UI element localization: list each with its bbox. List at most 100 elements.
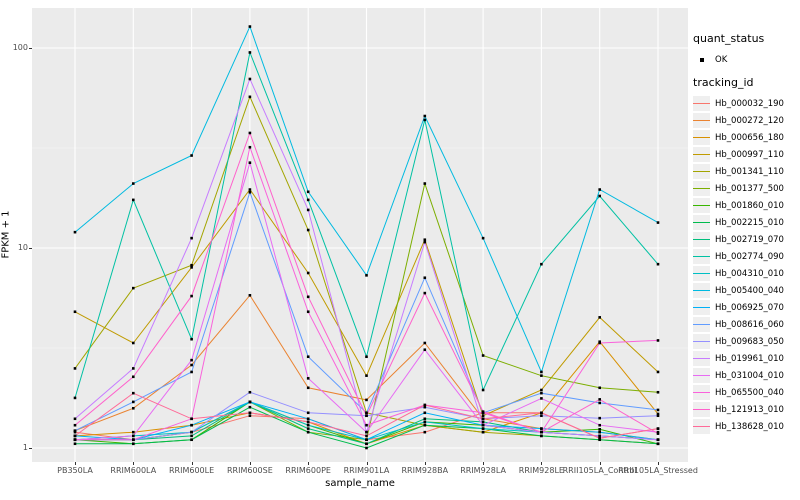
legend-label: Hb_002774_090 xyxy=(715,251,784,262)
legend-item-Hb_001377_500[interactable]: Hb_001377_500 xyxy=(693,180,799,197)
data-point xyxy=(598,188,601,191)
data-point xyxy=(656,412,660,416)
data-point xyxy=(540,397,543,400)
x-tick-label: RRIM928LE xyxy=(518,466,564,475)
data-point xyxy=(73,367,77,370)
legend-tracking-entries: Hb_000032_190 Hb_000272_120 Hb_000656_180 H… xyxy=(693,95,799,435)
legend-item-Hb_002719_070[interactable]: Hb_002719_070 xyxy=(693,231,799,248)
data-point xyxy=(656,339,660,342)
data-point xyxy=(365,374,368,377)
legend-item-Hb_004310_010[interactable]: Hb_004310_010 xyxy=(693,265,799,282)
legend-label: Hb_000272_120 xyxy=(715,115,784,126)
data-point xyxy=(190,417,193,421)
legend-key-swatch xyxy=(693,113,710,128)
legend-item-ok[interactable]: OK xyxy=(693,51,799,68)
data-point xyxy=(306,228,310,232)
data-point xyxy=(598,428,601,431)
legend-line-icon xyxy=(693,392,710,393)
data-point xyxy=(481,427,485,430)
x-axis-title: sample_name xyxy=(325,478,395,489)
legend-item-Hb_019961_010[interactable]: Hb_019961_010 xyxy=(693,350,799,367)
legend-item-Hb_002215_010[interactable]: Hb_002215_010 xyxy=(693,214,799,231)
legend-label: Hb_009683_050 xyxy=(715,336,784,347)
data-point xyxy=(306,420,310,424)
y-tick-mark xyxy=(29,248,32,249)
legend-label: Hb_002215_010 xyxy=(715,217,784,228)
data-point xyxy=(365,414,368,418)
legend-line-icon xyxy=(693,290,710,291)
data-point xyxy=(365,274,368,277)
legend-key-swatch xyxy=(693,283,710,298)
legend-quant-status-title: quant_status xyxy=(693,32,765,45)
data-point xyxy=(190,266,193,269)
x-tick-label: RRII105LA_Stressed xyxy=(618,466,698,475)
data-point xyxy=(132,375,135,379)
legend-key-swatch xyxy=(693,368,710,383)
data-point xyxy=(481,430,485,434)
x-tick-label: RRIM928LA xyxy=(460,466,506,475)
legend-item-Hb_065500_040[interactable]: Hb_065500_040 xyxy=(693,384,799,401)
data-point xyxy=(190,154,193,157)
data-point xyxy=(365,434,368,438)
data-point xyxy=(423,405,427,409)
data-point xyxy=(190,236,193,240)
legend-key-swatch xyxy=(693,96,710,111)
legend-item-Hb_001341_110[interactable]: Hb_001341_110 xyxy=(693,163,799,180)
data-point xyxy=(423,420,427,424)
y-axis-title: FPKM + 1 xyxy=(0,210,12,259)
x-tick-mark xyxy=(483,462,485,465)
legend-item-Hb_000656_180[interactable]: Hb_000656_180 xyxy=(693,129,799,146)
data-point xyxy=(656,427,660,430)
x-tick-label: RRIM901LA xyxy=(343,466,390,475)
data-point xyxy=(248,131,252,135)
data-point xyxy=(132,391,135,395)
legend-item-Hb_000032_190[interactable]: Hb_000032_190 xyxy=(693,95,799,112)
legend-item-Hb_009683_050[interactable]: Hb_009683_050 xyxy=(693,333,799,350)
data-point xyxy=(248,51,252,54)
legend-item-Hb_002774_090[interactable]: Hb_002774_090 xyxy=(693,248,799,265)
data-point xyxy=(306,198,310,202)
data-point xyxy=(481,420,485,424)
data-point xyxy=(481,417,485,421)
legend-item-Hb_031004_010[interactable]: Hb_031004_010 xyxy=(693,367,799,384)
legend-label: Hb_008616_060 xyxy=(715,319,784,330)
data-point xyxy=(73,430,77,434)
data-point xyxy=(190,438,193,442)
legend-key-swatch xyxy=(693,334,710,349)
legend-label: Hb_065500_040 xyxy=(715,387,784,398)
x-tick-mark xyxy=(191,462,193,465)
data-point xyxy=(656,408,660,412)
legend-item-Hb_001860_010[interactable]: Hb_001860_010 xyxy=(693,197,799,214)
legend-key-swatch xyxy=(693,164,710,179)
legend-key-swatch xyxy=(693,266,710,281)
legend: quant_status OK tracking_id Hb_000032_19… xyxy=(693,28,799,435)
legend-label: Hb_002719_070 xyxy=(715,234,784,245)
legend-item-Hb_000997_110[interactable]: Hb_000997_110 xyxy=(693,146,799,163)
data-point xyxy=(540,434,543,438)
legend-label: Hb_001860_010 xyxy=(715,200,784,211)
data-point xyxy=(248,414,252,418)
data-point xyxy=(190,263,193,267)
data-point xyxy=(306,208,310,212)
x-tick-mark xyxy=(658,462,659,465)
data-point xyxy=(248,188,252,191)
legend-item-Hb_005400_040[interactable]: Hb_005400_040 xyxy=(693,282,799,299)
data-point xyxy=(306,190,310,194)
legend-item-Hb_121913_010[interactable]: Hb_121913_010 xyxy=(693,401,799,418)
legend-item-Hb_000272_120[interactable]: Hb_000272_120 xyxy=(693,112,799,129)
data-point xyxy=(365,446,368,450)
legend-item-Hb_138628_010[interactable]: Hb_138628_010 xyxy=(693,418,799,435)
legend-label: Hb_001377_500 xyxy=(715,183,784,194)
data-point xyxy=(306,427,310,430)
legend-item-Hb_006925_070[interactable]: Hb_006925_070 xyxy=(693,299,799,316)
data-point xyxy=(598,416,601,420)
data-point xyxy=(656,370,660,374)
data-point xyxy=(132,406,135,410)
data-point xyxy=(190,294,193,298)
data-point xyxy=(306,411,310,415)
data-point xyxy=(481,414,485,418)
legend-item-Hb_008616_060[interactable]: Hb_008616_060 xyxy=(693,316,799,333)
data-point xyxy=(73,442,77,446)
data-point xyxy=(248,25,252,28)
x-tick-mark xyxy=(599,462,601,465)
